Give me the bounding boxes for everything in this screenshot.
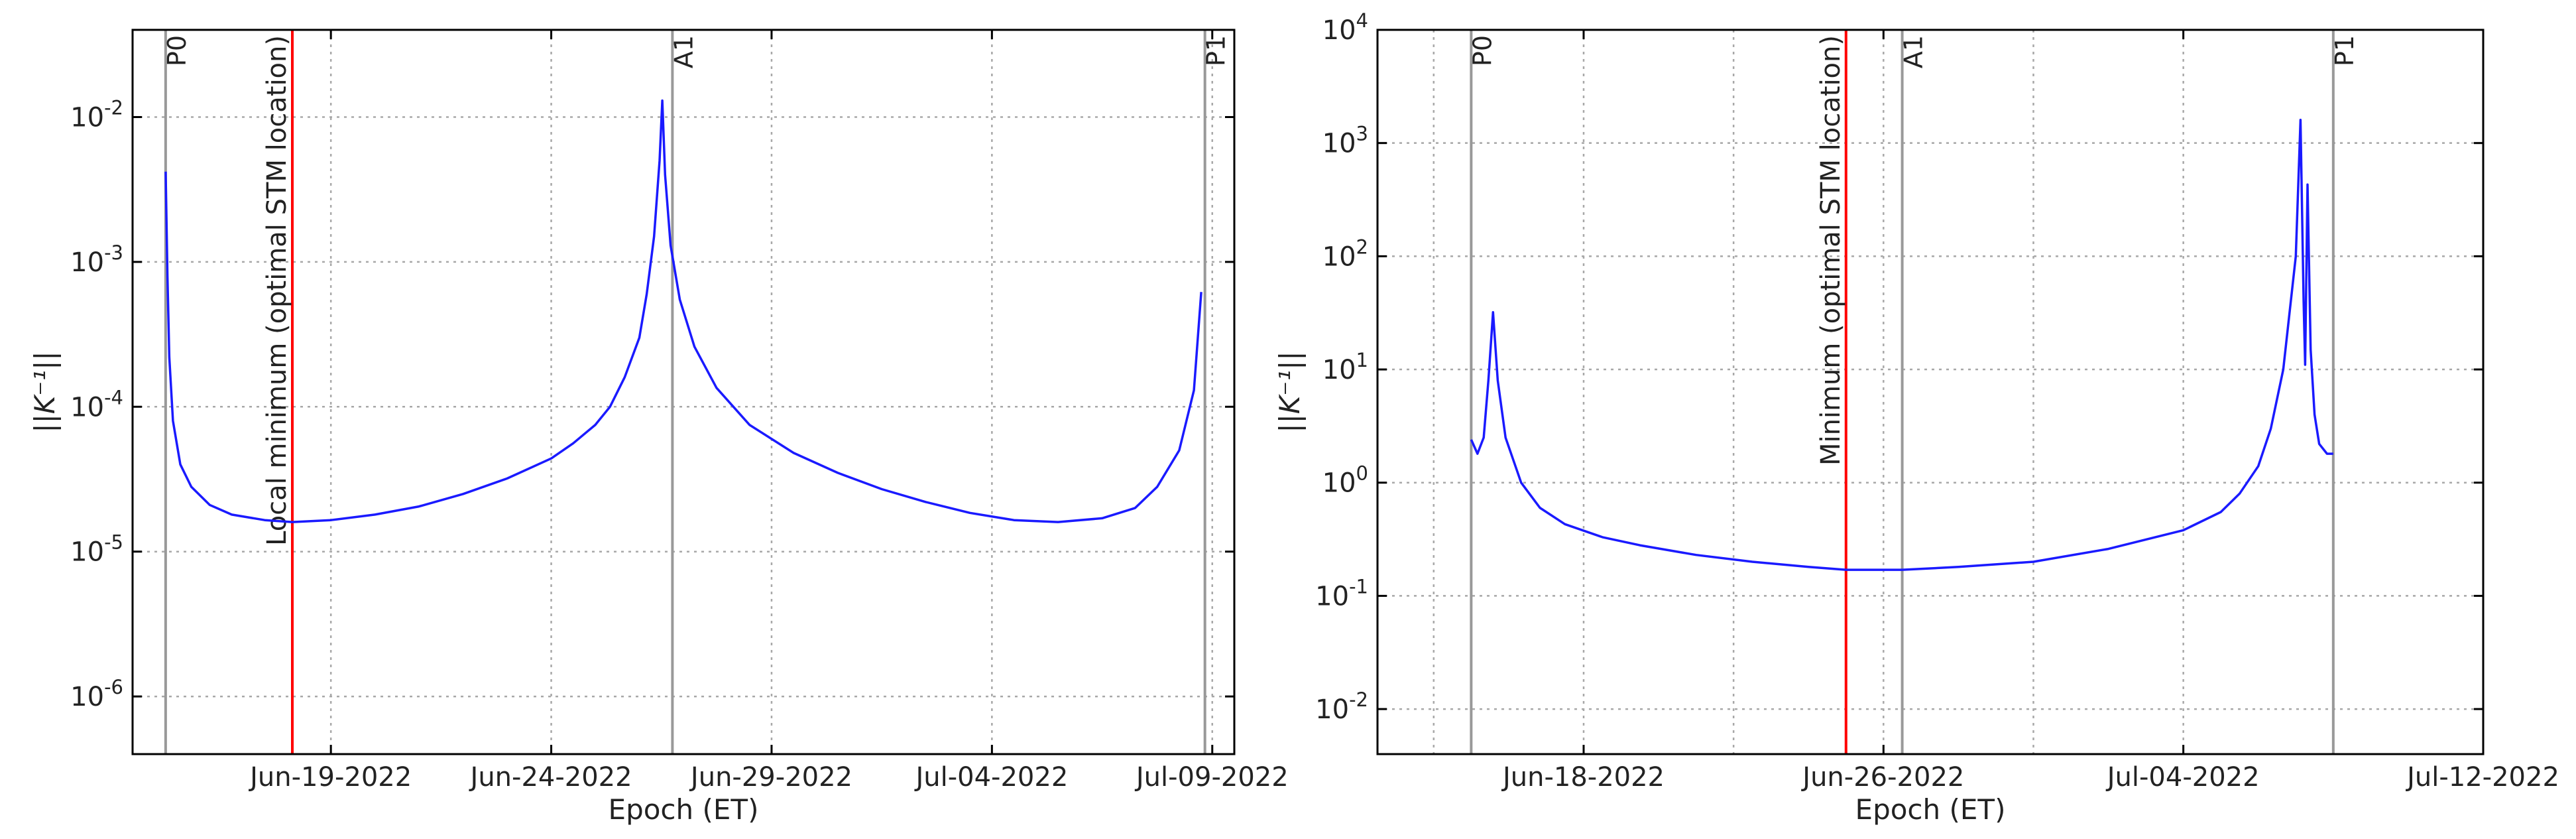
y-tick-base: 10 [70, 392, 104, 422]
y-tick-exponent: 0 [1356, 462, 1368, 485]
x-tick-label: Jun-29-2022 [689, 762, 852, 793]
y-tick-label: 10-5 [70, 531, 123, 568]
y-tick-exponent: 2 [1356, 235, 1368, 258]
y-tick-exponent: -2 [104, 96, 123, 119]
x-axis-label: Epoch (ET) [609, 793, 759, 826]
x-tick-label: Jun-19-2022 [248, 762, 412, 793]
y-tick-label: 103 [1322, 123, 1368, 159]
y-tick-exponent: -4 [104, 386, 123, 409]
y-tick-base: 10 [1315, 694, 1349, 725]
y-tick-base: 10 [1315, 581, 1349, 612]
y-tick-base: 10 [70, 537, 104, 568]
gridlines [133, 30, 1234, 754]
y-tick-label: 10-4 [70, 386, 123, 422]
y-tick-exponent: -5 [104, 531, 123, 554]
y-tick-label: 102 [1322, 235, 1368, 272]
x-tick-label: Jun-18-2022 [1501, 762, 1665, 793]
y-axis-label: ||K⁻¹|| [1273, 351, 1306, 432]
x-tick-label: Jul-12-2022 [2405, 762, 2559, 793]
y-tick-base: 10 [1322, 129, 1356, 159]
y-tick-label: 104 [1322, 9, 1368, 46]
chart-panel-1: P0 A1 P1 Local minimum (optimal STM locatio… [29, 29, 1289, 826]
event-label-p0: P0 [162, 35, 192, 66]
y-tick-label: 10-6 [70, 676, 123, 712]
y-axis-label: ||K⁻¹|| [29, 351, 61, 432]
x-tick-label: Jun-26-2022 [1800, 762, 1964, 793]
event-label-a1: A1 [669, 35, 698, 68]
plot-frame [1376, 29, 2485, 755]
event-label-p1: P1 [1202, 35, 1231, 66]
x-tick-label: Jun-24-2022 [469, 762, 632, 793]
optimal-stm-label: Local minimum (optimal STM location) [262, 35, 292, 546]
y-tick-base: 10 [70, 102, 104, 133]
y-tick-exponent: -6 [104, 676, 123, 698]
y-tick-label: 101 [1322, 349, 1368, 385]
y-tick-label: 10-1 [1315, 575, 1368, 612]
chart-panel-2: P0 A1 P1 Minimum (optimal STM location) Jun-… [1273, 9, 2559, 826]
y-tick-label: 10-2 [1315, 688, 1368, 725]
x-tick-label: Jul-04-2022 [2105, 762, 2260, 793]
plot-frame [131, 29, 1236, 755]
y-tick-exponent: 3 [1356, 123, 1368, 145]
optimal-stm-label: Minimum (optimal STM location) [1816, 35, 1846, 466]
series-line [1470, 119, 2333, 571]
x-axis-label: Epoch (ET) [1855, 793, 2006, 826]
y-tick-label: 100 [1322, 462, 1368, 499]
gridlines [1377, 29, 2485, 754]
y-tick-exponent: -1 [1349, 575, 1368, 598]
y-tick-exponent: -3 [104, 241, 123, 264]
y-tick-base: 10 [1322, 468, 1356, 499]
event-label-p1: P1 [2330, 35, 2359, 66]
x-tick-label: Jul-04-2022 [913, 762, 1068, 793]
series-line [164, 99, 1202, 523]
x-tick-label: Jul-09-2022 [1134, 762, 1289, 793]
y-tick-exponent: 4 [1356, 9, 1368, 32]
y-tick-base: 10 [70, 682, 104, 712]
y-tick-label: 10-2 [70, 96, 123, 133]
y-tick-exponent: -2 [1349, 688, 1368, 711]
event-label-p0: P0 [1468, 35, 1497, 66]
y-tick-base: 10 [1322, 15, 1356, 46]
y-tick-base: 10 [1322, 355, 1356, 385]
y-tick-base: 10 [1322, 241, 1356, 272]
event-label-a1: A1 [1899, 35, 1928, 68]
y-tick-label: 10-3 [70, 241, 123, 278]
y-tick-exponent: 1 [1356, 349, 1368, 371]
y-tick-base: 10 [70, 247, 104, 278]
